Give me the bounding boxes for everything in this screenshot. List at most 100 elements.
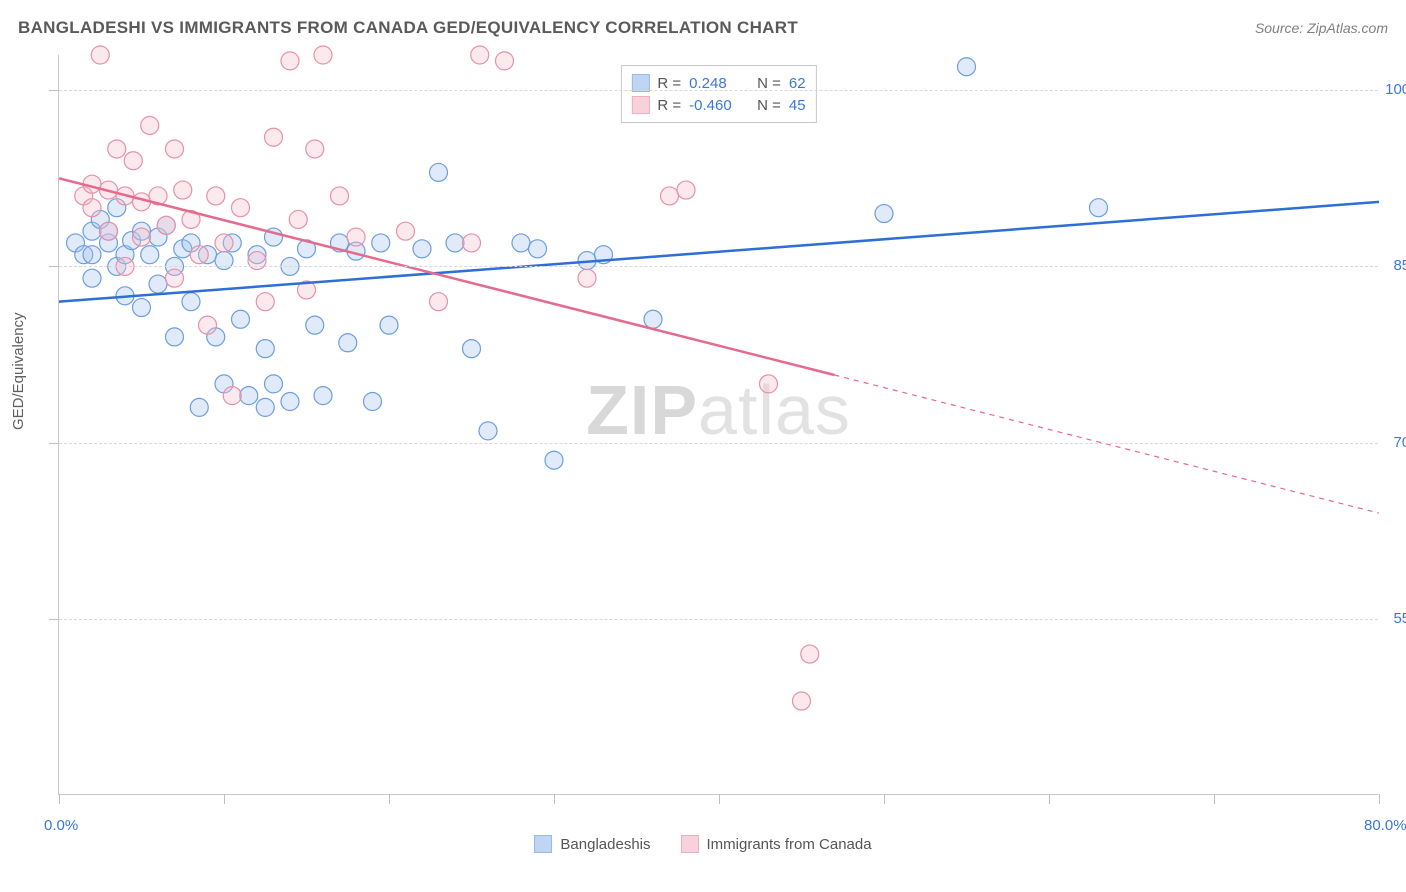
data-point — [347, 228, 365, 246]
data-point — [124, 152, 142, 170]
data-point — [190, 398, 208, 416]
legend-series-item: Bangladeshis — [534, 835, 650, 853]
data-point — [157, 216, 175, 234]
data-point — [397, 222, 415, 240]
data-point — [471, 46, 489, 64]
data-point — [1090, 199, 1108, 217]
source-label: Source: — [1255, 20, 1303, 36]
data-point — [306, 316, 324, 334]
legend-series-label: Immigrants from Canada — [707, 836, 872, 853]
legend-correlation-row: R = -0.460 N = 45 — [631, 94, 805, 116]
data-point — [677, 181, 695, 199]
data-point — [875, 205, 893, 223]
y-tick-label: 100.0% — [1385, 81, 1406, 98]
data-point — [232, 199, 250, 217]
data-point — [256, 340, 274, 358]
legend-n-label: N = — [757, 97, 781, 114]
data-point — [496, 52, 514, 70]
source-value: ZipAtlas.com — [1307, 20, 1388, 36]
data-point — [463, 340, 481, 358]
y-tick-label: 85.0% — [1393, 257, 1406, 274]
x-tick-mark — [224, 794, 225, 804]
data-point — [512, 234, 530, 252]
y-axis-label: GED/Equivalency — [10, 312, 27, 430]
legend-n-label: N = — [757, 75, 781, 92]
data-point — [149, 275, 167, 293]
data-point — [133, 299, 151, 317]
legend-r-value: -0.460 — [689, 97, 743, 114]
data-point — [207, 187, 225, 205]
data-point — [372, 234, 390, 252]
legend-swatch — [681, 835, 699, 853]
legend-n-value: 45 — [789, 97, 806, 114]
x-tick-mark — [884, 794, 885, 804]
legend-swatch — [631, 96, 649, 114]
data-point — [661, 187, 679, 205]
y-tick-mark — [49, 266, 59, 267]
data-point — [281, 52, 299, 70]
data-point — [314, 387, 332, 405]
title-row: BANGLADESHI VS IMMIGRANTS FROM CANADA GE… — [18, 18, 1388, 38]
data-point — [232, 310, 250, 328]
data-point — [166, 140, 184, 158]
data-point — [108, 140, 126, 158]
chart-title: BANGLADESHI VS IMMIGRANTS FROM CANADA GE… — [18, 18, 798, 38]
x-tick-mark — [59, 794, 60, 804]
data-point — [430, 163, 448, 181]
data-point — [83, 269, 101, 287]
data-point — [100, 222, 118, 240]
y-tick-label: 70.0% — [1393, 434, 1406, 451]
data-point — [413, 240, 431, 258]
data-point — [479, 422, 497, 440]
legend-series-label: Bangladeshis — [560, 836, 650, 853]
data-point — [306, 140, 324, 158]
legend-swatch — [534, 835, 552, 853]
data-point — [133, 228, 151, 246]
data-point — [801, 645, 819, 663]
data-point — [199, 316, 217, 334]
plot-area: ZIPatlas R =0.248N =62R =-0.460N =45 55.… — [58, 55, 1378, 795]
data-point — [446, 234, 464, 252]
data-point — [430, 293, 448, 311]
data-point — [240, 387, 258, 405]
legend-r-label: R = — [657, 75, 681, 92]
data-point — [265, 375, 283, 393]
y-tick-mark — [49, 90, 59, 91]
data-point — [182, 293, 200, 311]
grid-line — [59, 619, 1378, 620]
data-point — [174, 181, 192, 199]
data-point — [289, 210, 307, 228]
grid-line — [59, 90, 1378, 91]
data-point — [760, 375, 778, 393]
y-tick-mark — [49, 443, 59, 444]
data-point — [223, 387, 241, 405]
data-point — [281, 393, 299, 411]
data-point — [793, 692, 811, 710]
data-point — [339, 334, 357, 352]
x-tick-mark — [389, 794, 390, 804]
x-tick-mark — [554, 794, 555, 804]
x-tick-mark — [1214, 794, 1215, 804]
y-tick-mark — [49, 619, 59, 620]
data-point — [256, 293, 274, 311]
data-point — [463, 234, 481, 252]
data-point — [83, 199, 101, 217]
legend-r-label: R = — [657, 97, 681, 114]
x-tick-label: 80.0% — [1364, 817, 1406, 834]
data-point — [958, 58, 976, 76]
grid-line — [59, 266, 1378, 267]
source-attribution: Source: ZipAtlas.com — [1255, 20, 1388, 36]
data-point — [91, 46, 109, 64]
legend-n-value: 62 — [789, 75, 806, 92]
data-point — [545, 451, 563, 469]
data-point — [83, 246, 101, 264]
data-point — [644, 310, 662, 328]
data-point — [578, 269, 596, 287]
chart-svg — [59, 55, 1378, 794]
x-tick-mark — [719, 794, 720, 804]
x-tick-mark — [1049, 794, 1050, 804]
data-point — [166, 269, 184, 287]
data-point — [141, 246, 159, 264]
data-point — [331, 187, 349, 205]
x-tick-label: 0.0% — [44, 817, 78, 834]
